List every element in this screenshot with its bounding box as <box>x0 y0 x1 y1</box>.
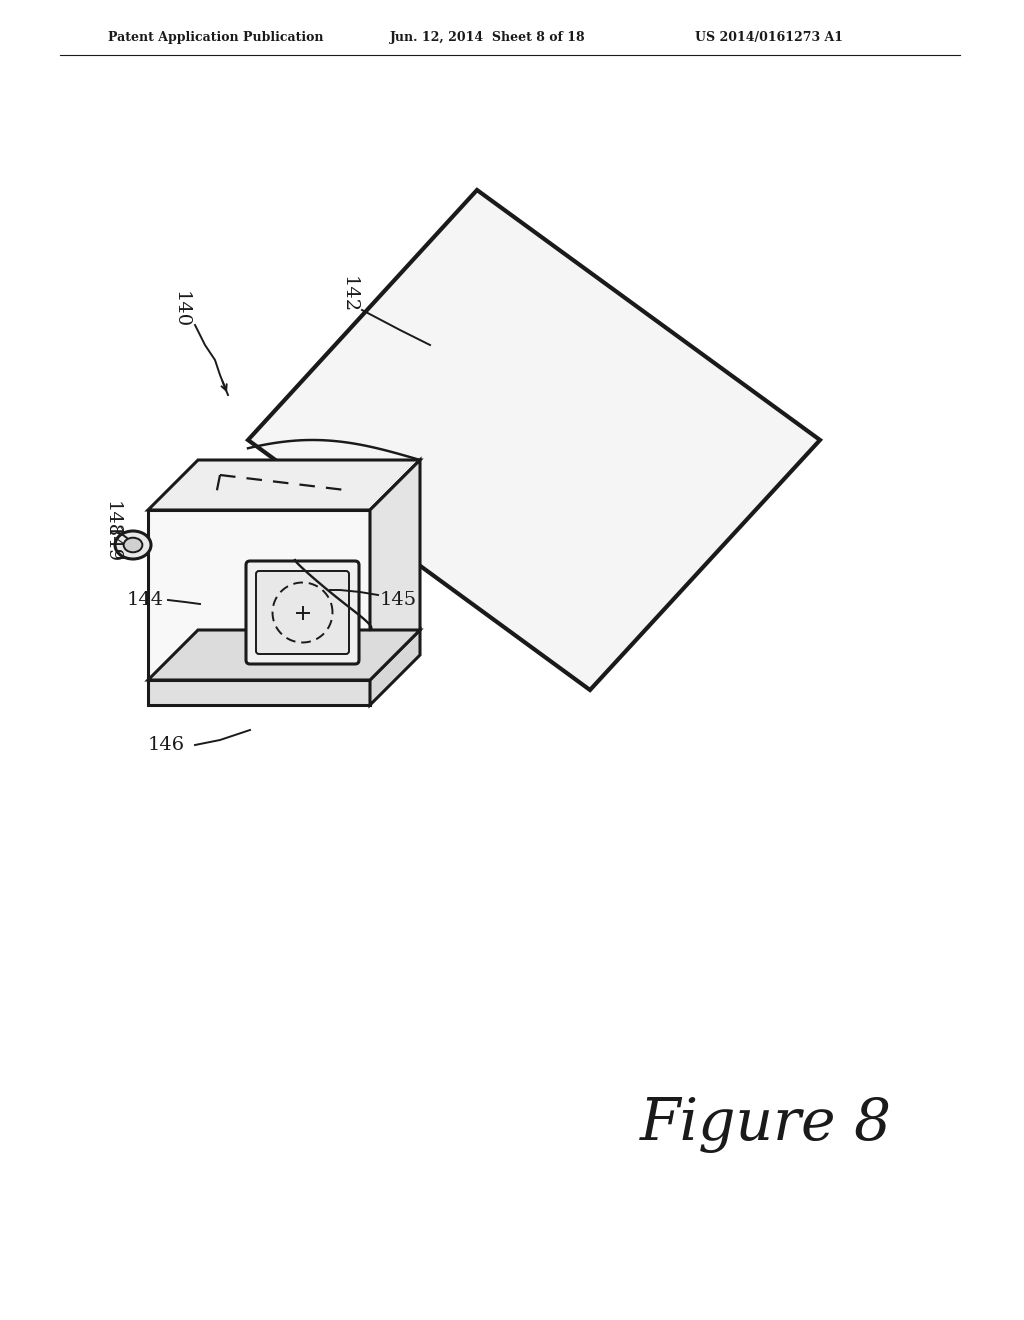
Polygon shape <box>370 459 420 680</box>
FancyBboxPatch shape <box>256 572 349 653</box>
Polygon shape <box>148 630 420 680</box>
Polygon shape <box>148 459 420 510</box>
Text: 142: 142 <box>340 276 358 314</box>
Text: Patent Application Publication: Patent Application Publication <box>108 30 324 44</box>
Polygon shape <box>370 630 420 705</box>
Ellipse shape <box>124 537 142 552</box>
Polygon shape <box>248 190 820 690</box>
Polygon shape <box>148 510 370 680</box>
Text: Figure 8: Figure 8 <box>640 1097 892 1154</box>
Text: Jun. 12, 2014  Sheet 8 of 18: Jun. 12, 2014 Sheet 8 of 18 <box>390 30 586 44</box>
Text: 144: 144 <box>127 591 164 609</box>
Text: 145: 145 <box>380 591 417 609</box>
Ellipse shape <box>115 531 151 558</box>
Text: 146: 146 <box>148 737 185 754</box>
FancyBboxPatch shape <box>246 561 359 664</box>
Text: US 2014/0161273 A1: US 2014/0161273 A1 <box>695 30 843 44</box>
Polygon shape <box>148 680 370 705</box>
Text: 140: 140 <box>172 292 190 329</box>
Text: 149: 149 <box>103 527 121 564</box>
Text: 148: 148 <box>103 502 121 539</box>
